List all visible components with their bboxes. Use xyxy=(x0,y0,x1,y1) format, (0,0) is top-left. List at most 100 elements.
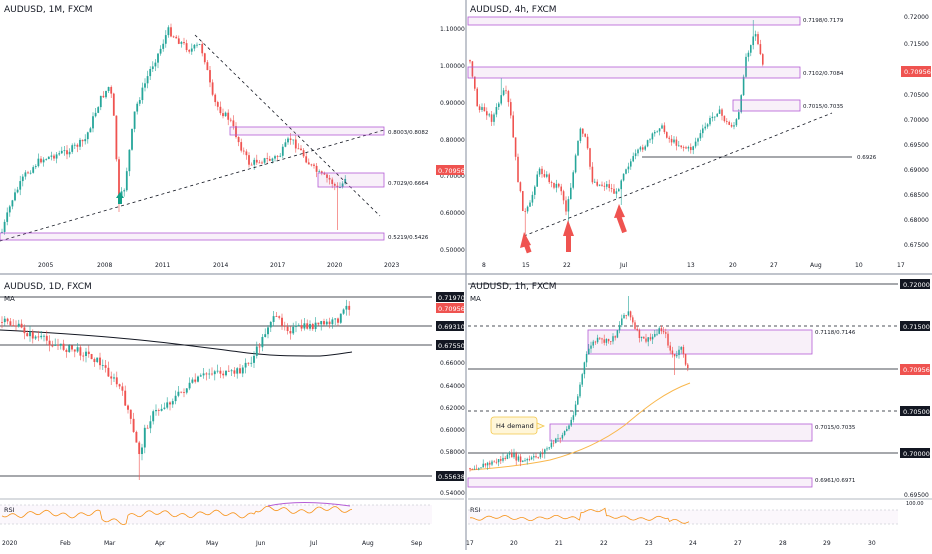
candle-body xyxy=(473,468,476,470)
h1-zone-0-7015[interactable] xyxy=(549,423,813,442)
candle-body xyxy=(84,139,87,142)
candle-body xyxy=(222,373,225,376)
candle-body xyxy=(682,147,685,148)
candle-body xyxy=(232,120,235,127)
candle-body xyxy=(3,221,6,232)
h4-red-arrow-icon xyxy=(563,220,574,236)
candle-body xyxy=(519,456,522,462)
candle-body xyxy=(60,150,63,154)
candle-body xyxy=(309,324,311,329)
candle-body xyxy=(493,114,495,122)
candle-body xyxy=(34,166,37,168)
candle-body xyxy=(670,138,673,143)
candle-body xyxy=(592,341,594,346)
candle-body xyxy=(550,442,553,448)
candle-body xyxy=(185,388,188,393)
candle-body xyxy=(612,336,614,342)
candle-body xyxy=(76,144,79,147)
candle-body xyxy=(323,173,326,175)
candle-body xyxy=(649,139,651,141)
h4-y-tick: 0.70500 xyxy=(904,92,929,99)
candle-body xyxy=(627,166,630,170)
h4-zone-0-7015[interactable] xyxy=(732,99,801,112)
monthly-x-tick: 2023 xyxy=(384,262,399,269)
candle-body xyxy=(94,112,97,117)
h1-x-tick: 27 xyxy=(734,540,742,547)
candle-body xyxy=(534,186,536,195)
monthly-y-tick: 0.50000 xyxy=(440,247,465,254)
monthly-zone-0-8003[interactable] xyxy=(229,126,385,136)
candle-body xyxy=(643,336,645,339)
candle-body xyxy=(726,121,728,122)
h1-zone-label-3: 0.6961/0.6971 xyxy=(815,478,855,484)
candle-body xyxy=(567,199,570,212)
monthly-price-label: 0.70956 xyxy=(438,167,465,175)
candle-body xyxy=(205,373,208,375)
candle-body xyxy=(15,325,17,327)
candle-body xyxy=(81,139,84,142)
candle-body xyxy=(645,338,647,342)
candle-body xyxy=(237,137,240,143)
candle-body xyxy=(583,362,586,375)
candle-body xyxy=(287,138,289,143)
candle-body xyxy=(489,462,491,465)
h4-ascending-trendline[interactable] xyxy=(523,112,833,237)
h4-red-arrow-stem xyxy=(566,234,571,252)
candle-body xyxy=(623,315,625,319)
candle-body xyxy=(104,365,107,368)
candle-body xyxy=(151,66,154,70)
monthly-zone-0-5219[interactable] xyxy=(0,232,385,241)
candle-body xyxy=(506,454,509,460)
candle-body xyxy=(644,146,646,150)
daily-x-tick: May xyxy=(206,540,219,547)
candle-body xyxy=(502,457,504,461)
candle-body xyxy=(315,165,318,172)
h1-x-tick: 28 xyxy=(779,540,787,547)
monthly-chart-panel[interactable]: AUDUSD, 1M, FXCM 0.8003/0.8082 0.7029/0.… xyxy=(0,5,465,269)
h4-price-label: 0.70956 xyxy=(904,68,931,76)
candle-body xyxy=(663,125,666,133)
h4-y-tick: 0.68000 xyxy=(904,217,929,224)
monthly-up-arrow-icon xyxy=(116,192,124,198)
candle-body xyxy=(57,344,59,346)
candle-body xyxy=(284,142,287,147)
candle-body xyxy=(129,409,132,419)
candle-body xyxy=(261,336,264,348)
candle-body xyxy=(320,171,323,174)
h4-zone-0-7198[interactable] xyxy=(467,16,801,26)
monthly-x-tick: 2011 xyxy=(155,262,170,269)
candle-body xyxy=(607,338,610,342)
candle-body xyxy=(548,447,550,449)
h4-demand-callout-text: H4 demand xyxy=(496,422,534,430)
candle-body xyxy=(634,153,637,157)
candle-body xyxy=(240,142,243,151)
candle-body xyxy=(588,348,590,355)
h4-chart-panel[interactable]: AUDUSD, 4h, FXCM 0.7198/0.7179 0.7102/0.… xyxy=(467,5,931,269)
h4-zone-label-2: 0.7102/0.7084 xyxy=(803,71,844,77)
h4-red-arrow-icon xyxy=(614,204,625,218)
candle-body xyxy=(618,325,621,331)
candle-body xyxy=(511,453,513,458)
candle-body xyxy=(21,176,24,182)
daily-chart-panel[interactable]: AUDUSD, 1D, FXCM MA 0.66000 0.64000 0.62… xyxy=(0,282,465,547)
monthly-zone-0-7029[interactable] xyxy=(317,172,385,188)
h4-zone-0-7102[interactable] xyxy=(467,66,801,79)
monthly-resistance-trendline[interactable] xyxy=(194,34,381,217)
daily-price-badge xyxy=(436,303,464,313)
candle-body xyxy=(219,370,222,374)
candle-body xyxy=(89,128,92,133)
candle-body xyxy=(14,192,16,201)
candle-body xyxy=(143,427,146,448)
candle-body xyxy=(738,112,740,120)
h1-chart-panel[interactable]: AUDUSD, 1h, FXCM MA 0.7118/0.7146 0.7015… xyxy=(466,279,932,547)
monthly-support-trendline[interactable] xyxy=(0,129,385,242)
candle-body xyxy=(598,184,601,186)
h4-x-tick: 10 xyxy=(855,262,863,269)
daily-level-badge xyxy=(436,471,464,481)
candle-body xyxy=(219,106,222,114)
h1-zone-0-7118[interactable] xyxy=(587,329,813,355)
h1-zone-0-6961[interactable] xyxy=(467,477,813,488)
candle-body xyxy=(539,453,542,458)
candle-body xyxy=(621,318,623,326)
